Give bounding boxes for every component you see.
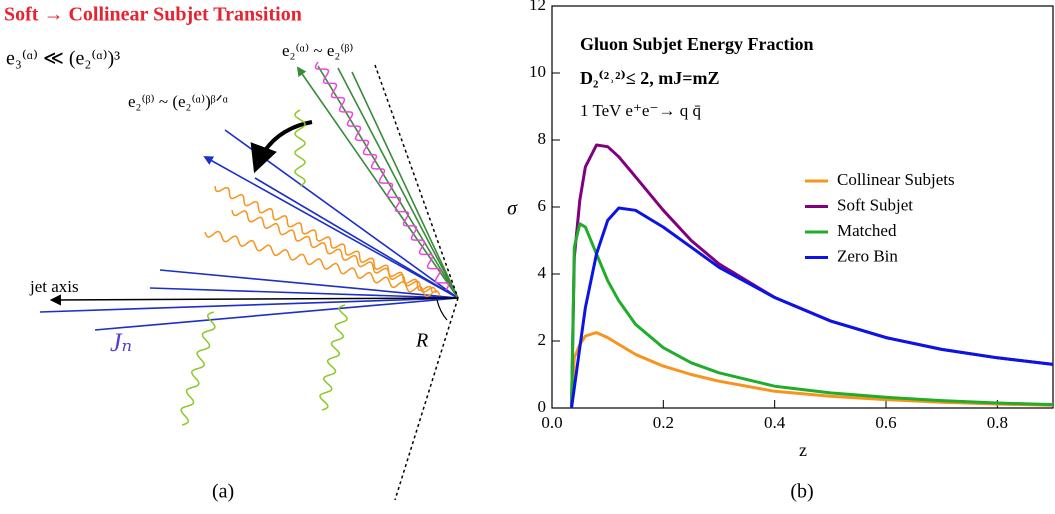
line [337,67,459,299]
wave [204,230,441,298]
wave [180,311,216,426]
legend-label: Soft Subjet [837,195,913,214]
line [374,64,459,299]
line [203,156,459,299]
line [94,297,459,331]
label-mid: e₂⁽ᵝ⁾ ~ (e₂⁽ᵅ⁾)ᵝᐟᵅ [128,92,228,111]
y-tick-label: 0 [538,397,547,416]
caption: (b) [790,481,813,503]
x-tick-label: 0.8 [987,413,1008,432]
line [351,71,459,299]
waves [180,61,450,426]
y-tick-label: 12 [529,0,546,14]
jet-lines [39,129,459,331]
wave [231,209,437,294]
caption: (a) [212,481,234,503]
line [394,297,459,501]
condition: e₃⁽ᵅ⁾ ≪ (e₂⁽ᵅ⁾)³ [6,48,120,70]
y-tick-label: 6 [538,196,547,215]
wave [214,185,433,293]
series-line [570,206,1054,409]
cone [374,64,459,501]
line [39,297,459,313]
wave [319,304,348,411]
line [254,177,459,299]
label-top: e₂⁽ᵅ⁾ ~ e₂⁽ᵝ⁾ [282,41,353,60]
radius-label: R [415,330,428,352]
line [159,269,459,299]
series-line [570,331,1054,409]
x-tick-label: 0.6 [875,413,896,432]
legend-label: Matched [837,221,897,240]
y-tick-label: 8 [538,129,547,148]
y-axis-label: σ [507,198,518,220]
legend-label: Collinear Subjets [837,170,955,189]
wave [314,61,450,291]
diagram-title: Soft → Collinear Subjet Transition [4,4,302,26]
series-line [570,143,1054,409]
x-tick-label: 0.0 [541,413,562,432]
legend-label: Zero Bin [837,246,898,265]
jet-axis [49,294,459,306]
radius-arc [436,299,448,321]
wave [294,109,306,187]
annotation: D₂⁽²˒²⁾≤ 2, mJ=mZ [580,68,720,88]
jet-label: Jₙ [110,328,132,357]
chart: 0 2 4 6 8 10 12 0.0 0.2 0.4 0.6 0.8 z σ (b) Gluon Subje… [507,0,1054,503]
annotation: 1 TeV e⁺e⁻→ q q̄ [580,101,701,120]
annotation: Gluon Subjet Energy Fraction [580,34,814,54]
x-axis-label: z [799,440,807,460]
axis-label: jet axis [29,277,79,296]
x-tick-label: 0.4 [764,413,786,432]
y-tick-label: 10 [529,62,546,81]
y-tick-label: 2 [538,330,547,349]
y-tick-label: 4 [538,263,547,282]
diagram: Soft → Collinear Subjet Transition e₃⁽ᵅ⁾… [4,4,459,503]
x-tick-label: 0.2 [653,413,674,432]
series-line [570,222,1054,409]
line [149,287,459,299]
